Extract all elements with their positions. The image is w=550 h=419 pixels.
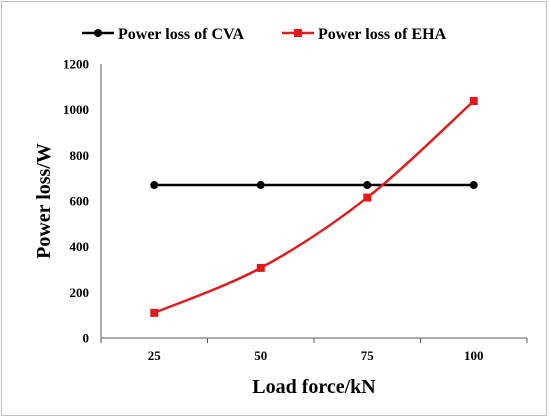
data-point-0 (469, 181, 478, 190)
y-tick-label: 1200 (63, 57, 89, 72)
axes (100, 64, 527, 339)
x-tick-marks (100, 338, 528, 343)
series-layer (150, 96, 478, 317)
x-tick-label: 25 (148, 348, 162, 363)
y-tick-label: 200 (70, 285, 90, 300)
series-line-1 (153, 100, 475, 315)
y-tick-label: 400 (70, 239, 90, 254)
y-tick-label: 600 (70, 194, 90, 209)
x-tick-label: 75 (361, 348, 375, 363)
y-tick-labels: 0 200 400 600 800 1000 1200 (63, 57, 89, 346)
legend: Power loss of CVA Power loss of EHA (82, 26, 447, 43)
data-point-0 (363, 181, 372, 190)
x-tick-labels: 25 50 75 100 (148, 348, 484, 363)
legend-label-cva: Power loss of CVA (118, 26, 245, 43)
data-point-1 (469, 96, 478, 105)
x-axis-title: Load force/kN (252, 376, 376, 398)
data-point-0 (256, 181, 265, 190)
y-tick-label: 1000 (63, 102, 89, 117)
y-tick-label: 0 (83, 331, 90, 346)
legend-label-eha: Power loss of EHA (318, 26, 447, 43)
data-point-1 (150, 308, 159, 317)
y-axis-title: Power loss/W (33, 143, 55, 259)
y-tick-label: 800 (70, 148, 90, 163)
legend-marker-cva (94, 29, 102, 37)
legend-item-cva: Power loss of CVA (82, 26, 245, 43)
data-point-0 (150, 181, 159, 190)
data-point-1 (256, 263, 265, 272)
x-tick-label: 50 (254, 348, 267, 363)
legend-marker-eha (294, 29, 302, 37)
x-tick-label: 100 (464, 348, 484, 363)
legend-item-eha: Power loss of EHA (282, 26, 447, 43)
data-point-1 (363, 193, 372, 202)
